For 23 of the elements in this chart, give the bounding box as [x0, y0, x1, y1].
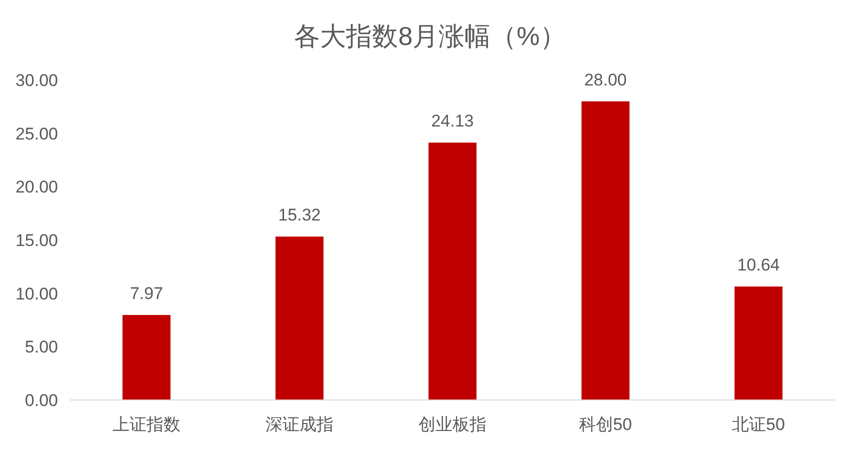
- x-tick-label: 创业板指: [418, 415, 486, 434]
- bar: [428, 142, 476, 400]
- x-tick-label: 科创50: [579, 415, 632, 434]
- bar: [276, 236, 324, 400]
- bar: [122, 314, 170, 400]
- x-tick-label: 深证成指: [266, 415, 334, 434]
- x-tick-label: 上证指数: [112, 415, 180, 434]
- y-tick-label: 20.00: [15, 178, 58, 197]
- y-tick-label: 30.00: [15, 71, 58, 90]
- y-tick-label: 0.00: [24, 391, 58, 410]
- y-tick-label: 25.00: [15, 124, 58, 144]
- bar: [734, 286, 782, 400]
- data-label: 15.32: [278, 206, 321, 225]
- bar: [582, 101, 630, 400]
- y-tick-label: 5.00: [24, 338, 58, 357]
- data-label: 7.97: [130, 284, 164, 303]
- x-tick-label: 北证50: [732, 415, 785, 434]
- chart-title: 各大指数8月涨幅（%）: [294, 21, 566, 51]
- data-label: 10.64: [737, 256, 780, 275]
- data-label: 28.00: [584, 70, 627, 90]
- y-tick-label: 10.00: [15, 284, 58, 304]
- y-tick-label: 15.00: [15, 231, 58, 250]
- data-label: 24.13: [431, 112, 474, 131]
